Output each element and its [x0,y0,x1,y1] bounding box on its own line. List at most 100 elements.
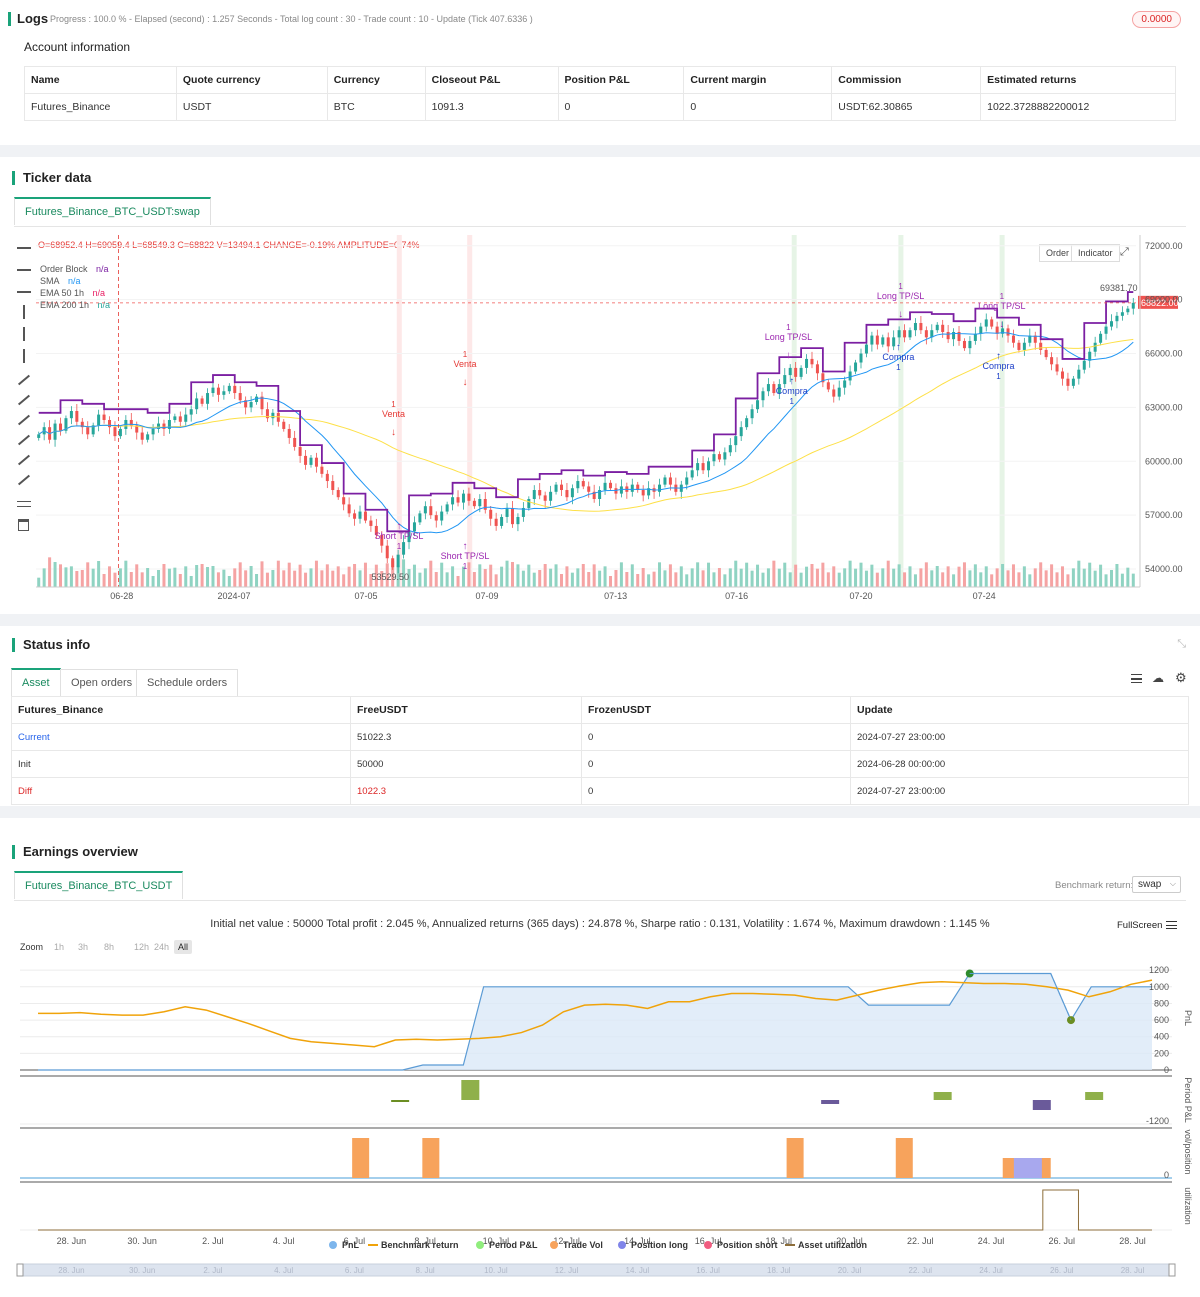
last-price-label: 68822.00 [1141,298,1179,308]
navigator-date: 28. Jul [1121,1266,1145,1275]
volume-bar [696,562,700,587]
volume-bar [53,562,57,587]
volume-bar [734,560,738,587]
legend-swatch [704,1241,712,1249]
volume-bar [467,562,471,587]
vertical-line-tool-icon[interactable] [23,305,25,319]
account-col-2: Currency [326,66,426,94]
menu-icon-mid [1166,924,1177,926]
candle-body [369,520,373,526]
signal-count: 1 [463,562,468,571]
status-heading: Status info [12,638,90,652]
candle-body [434,515,438,521]
candle-body [930,330,934,338]
date-tick-label: 07-24 [973,591,996,601]
horizontal-line-tool-icon[interactable] [17,269,31,271]
account-cell-5: 0 [683,93,833,121]
zoom-12h[interactable]: 12h [134,942,150,952]
tab-schedule-orders[interactable]: Schedule orders [136,669,239,697]
volume-bar [102,574,106,587]
order-button[interactable]: Order [1039,244,1077,262]
candle-body [1044,349,1048,358]
date-label: 6. Jul [344,1236,366,1246]
volume-bar [663,570,667,587]
volume-bar [412,564,416,587]
volume-bar [1006,570,1010,587]
candle-body [1028,335,1032,343]
candle-body [1017,342,1021,350]
volume-bar [587,572,591,587]
fib-retracement-tool-icon[interactable] [17,501,31,507]
logs-title: Logs [8,12,48,26]
logs-badge[interactable]: 0.0000 [1132,11,1181,28]
expand-icon[interactable]: ⤢ [1120,246,1129,258]
zoom-3h[interactable]: 3h [78,942,89,952]
vertical-segment-tool-icon[interactable] [23,327,25,341]
zoom-all[interactable]: All [174,940,193,954]
volume-bar [118,568,122,587]
volume-bar [140,572,144,587]
legend-item-0[interactable]: Order Block n/a [40,264,109,274]
crosshair-tool-icon[interactable] [17,247,31,249]
navigator-date: 12. Jul [555,1266,579,1275]
volume-bar [636,574,640,587]
volume-bar [434,572,438,587]
volume-bar [1099,564,1103,587]
candle-body [559,484,563,491]
tab-asset[interactable]: Asset [11,668,61,696]
volume-bar [178,574,182,587]
horizontal-ray-tool-icon[interactable] [17,291,31,293]
account-col-4: Position P&L [557,66,685,94]
candle-body [527,499,531,508]
signal-label: Venta [382,409,405,419]
gear-icon[interactable]: ⚙ [1175,670,1187,685]
ticker-tab[interactable]: Futures_Binance_BTC_USDT:swap [14,197,211,225]
candle-body [467,493,471,501]
indicator-button[interactable]: Indicator [1071,244,1120,262]
legend-item-2[interactable]: EMA 50 1h n/a [40,288,105,298]
collapse-icon[interactable]: ⤡ [1177,638,1186,650]
candle-body [794,367,798,377]
candle-body [1104,326,1108,334]
signal-count: 1 [397,542,402,551]
candle-body [717,454,721,460]
trash-icon[interactable] [18,519,29,531]
benchmark-select[interactable]: swap ⌵ [1132,876,1181,893]
candle-body [451,497,455,505]
legend-item-3[interactable]: EMA 200 1h n/a [40,300,110,310]
fullscreen-button[interactable]: FullScreen [1117,920,1163,931]
last-price-tag [1138,295,1178,309]
candle-body [630,484,634,492]
list-icon[interactable] [1131,674,1142,683]
volume-bar [908,566,912,587]
candle-body [91,425,95,435]
price-tick-label: 60000.00 [1145,456,1183,466]
earnings-chart[interactable]: 1200 1000 800 600 400 200 0 -1200 0 PnL Period P&L… [0,818,1200,1297]
volume-bar [549,568,553,587]
candle-body [990,319,994,327]
tab-open-orders[interactable]: Open orders [60,669,144,697]
zoom-8h[interactable]: 8h [104,942,115,952]
volume-bar [952,574,956,587]
volume-bar [995,568,999,587]
earnings-tab[interactable]: Futures_Binance_BTC_USDT [14,871,184,899]
volume-bar [821,562,825,587]
legend-name: Order Block [40,264,88,274]
zoom-1h[interactable]: 1h [54,942,65,952]
legend-label: Position short [717,1240,778,1250]
volume-bar [532,572,536,587]
navigator-date: 8. Jul [416,1266,435,1275]
pnl-tick: 1200 [1149,965,1169,975]
candle-body [1060,371,1064,379]
menu-icon[interactable] [1166,921,1177,929]
zoom-24h[interactable]: 24h [154,942,170,952]
candle-body [265,409,269,419]
volume-bar [1077,560,1081,587]
price-line-tool-icon[interactable] [23,349,25,363]
candle-body [766,384,770,392]
cloud-download-icon[interactable]: ☁ [1152,671,1164,685]
table-row: Current 51022.3 0 2024-07-27 23:00:00 [11,723,1189,751]
legend-item-1[interactable]: SMA n/a [40,276,81,286]
asset-cell-label: Init [11,750,351,778]
